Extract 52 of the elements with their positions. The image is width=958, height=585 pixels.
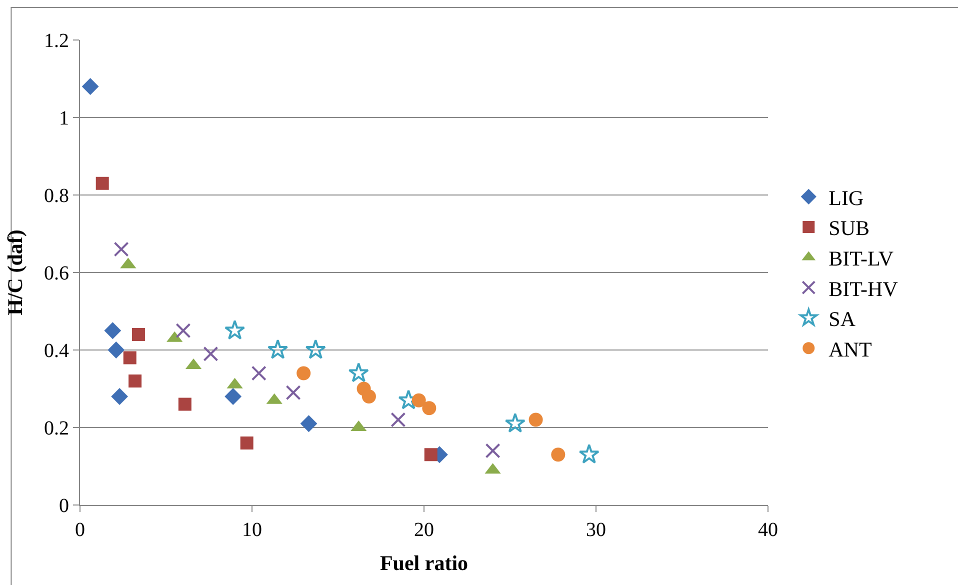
y-tick-label: 1.2 (44, 30, 69, 52)
point (267, 339, 288, 359)
point (485, 443, 500, 458)
point (362, 390, 376, 404)
point (224, 320, 246, 340)
point (128, 374, 142, 388)
point (300, 415, 318, 432)
x-tick-label: 0 (75, 519, 85, 541)
point (286, 385, 301, 400)
x-tick-label: 20 (414, 519, 434, 541)
point (305, 339, 326, 359)
point (240, 436, 254, 450)
point (422, 401, 436, 416)
y-tick-label: 0.8 (44, 185, 69, 207)
point (82, 78, 99, 95)
y-tick-label: 0.6 (44, 262, 69, 284)
legend-label: BIT-HV (828, 276, 898, 301)
point (224, 388, 242, 405)
point (578, 444, 600, 464)
point (178, 398, 192, 411)
point (132, 328, 145, 341)
point (114, 242, 129, 257)
point (296, 366, 311, 380)
point (390, 412, 406, 428)
point (176, 323, 191, 338)
legend-label: SUB (828, 216, 870, 240)
point (504, 412, 526, 433)
point (412, 393, 426, 408)
y-tick-label: 0 (59, 495, 69, 517)
x-tick-label: 10 (242, 519, 262, 541)
point (96, 176, 109, 190)
point (528, 412, 543, 427)
point (551, 448, 566, 462)
x-tick-label: 30 (586, 519, 606, 541)
x-tick-label: 40 (758, 519, 778, 541)
point (111, 388, 128, 405)
point (348, 362, 369, 382)
legend-label: SA (828, 307, 856, 332)
point (203, 346, 218, 362)
y-tick-label: 0.4 (44, 340, 69, 362)
legend-label: ANT (828, 337, 872, 362)
point (123, 351, 136, 364)
legend-label: BIT-LV (828, 246, 894, 270)
y-tick-label: 1 (59, 108, 69, 130)
y-tick-label: 0.2 (44, 418, 69, 440)
legend-label: LIG (828, 186, 864, 210)
point (424, 448, 438, 462)
point (108, 342, 125, 358)
point (104, 322, 122, 340)
x-axis-title: Fuel ratio (380, 551, 468, 576)
y-axis-title: H/C (daf) (3, 230, 28, 316)
point (251, 366, 266, 381)
